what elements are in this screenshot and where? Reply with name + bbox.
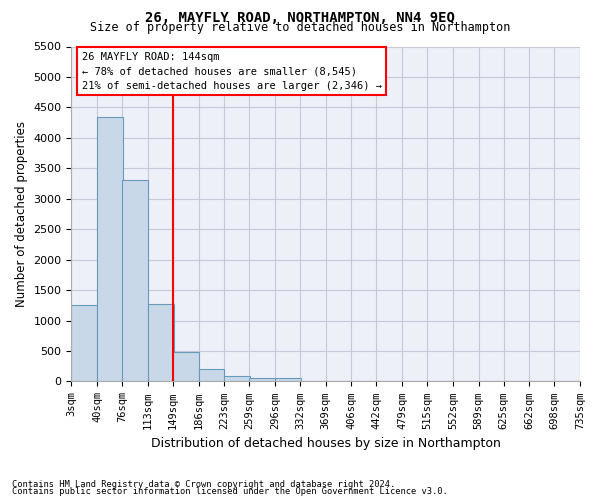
Text: Size of property relative to detached houses in Northampton: Size of property relative to detached ho…: [90, 22, 510, 35]
Bar: [224, 376, 250, 382]
Y-axis label: Number of detached properties: Number of detached properties: [15, 121, 28, 307]
Bar: [148, 304, 173, 382]
Text: Contains HM Land Registry data © Crown copyright and database right 2024.: Contains HM Land Registry data © Crown c…: [12, 480, 395, 489]
Text: 26, MAYFLY ROAD, NORTHAMPTON, NN4 9EQ: 26, MAYFLY ROAD, NORTHAMPTON, NN4 9EQ: [145, 11, 455, 25]
Bar: [97, 116, 123, 382]
X-axis label: Distribution of detached houses by size in Northampton: Distribution of detached houses by size …: [151, 437, 500, 450]
Bar: [173, 352, 199, 382]
Text: 26 MAYFLY ROAD: 144sqm
← 78% of detached houses are smaller (8,545)
21% of semi-: 26 MAYFLY ROAD: 144sqm ← 78% of detached…: [82, 52, 382, 91]
Text: Contains public sector information licensed under the Open Government Licence v3: Contains public sector information licen…: [12, 487, 448, 496]
Bar: [71, 304, 97, 382]
Bar: [199, 368, 224, 382]
Bar: [249, 378, 275, 382]
Bar: [122, 180, 148, 382]
Bar: [275, 378, 301, 382]
